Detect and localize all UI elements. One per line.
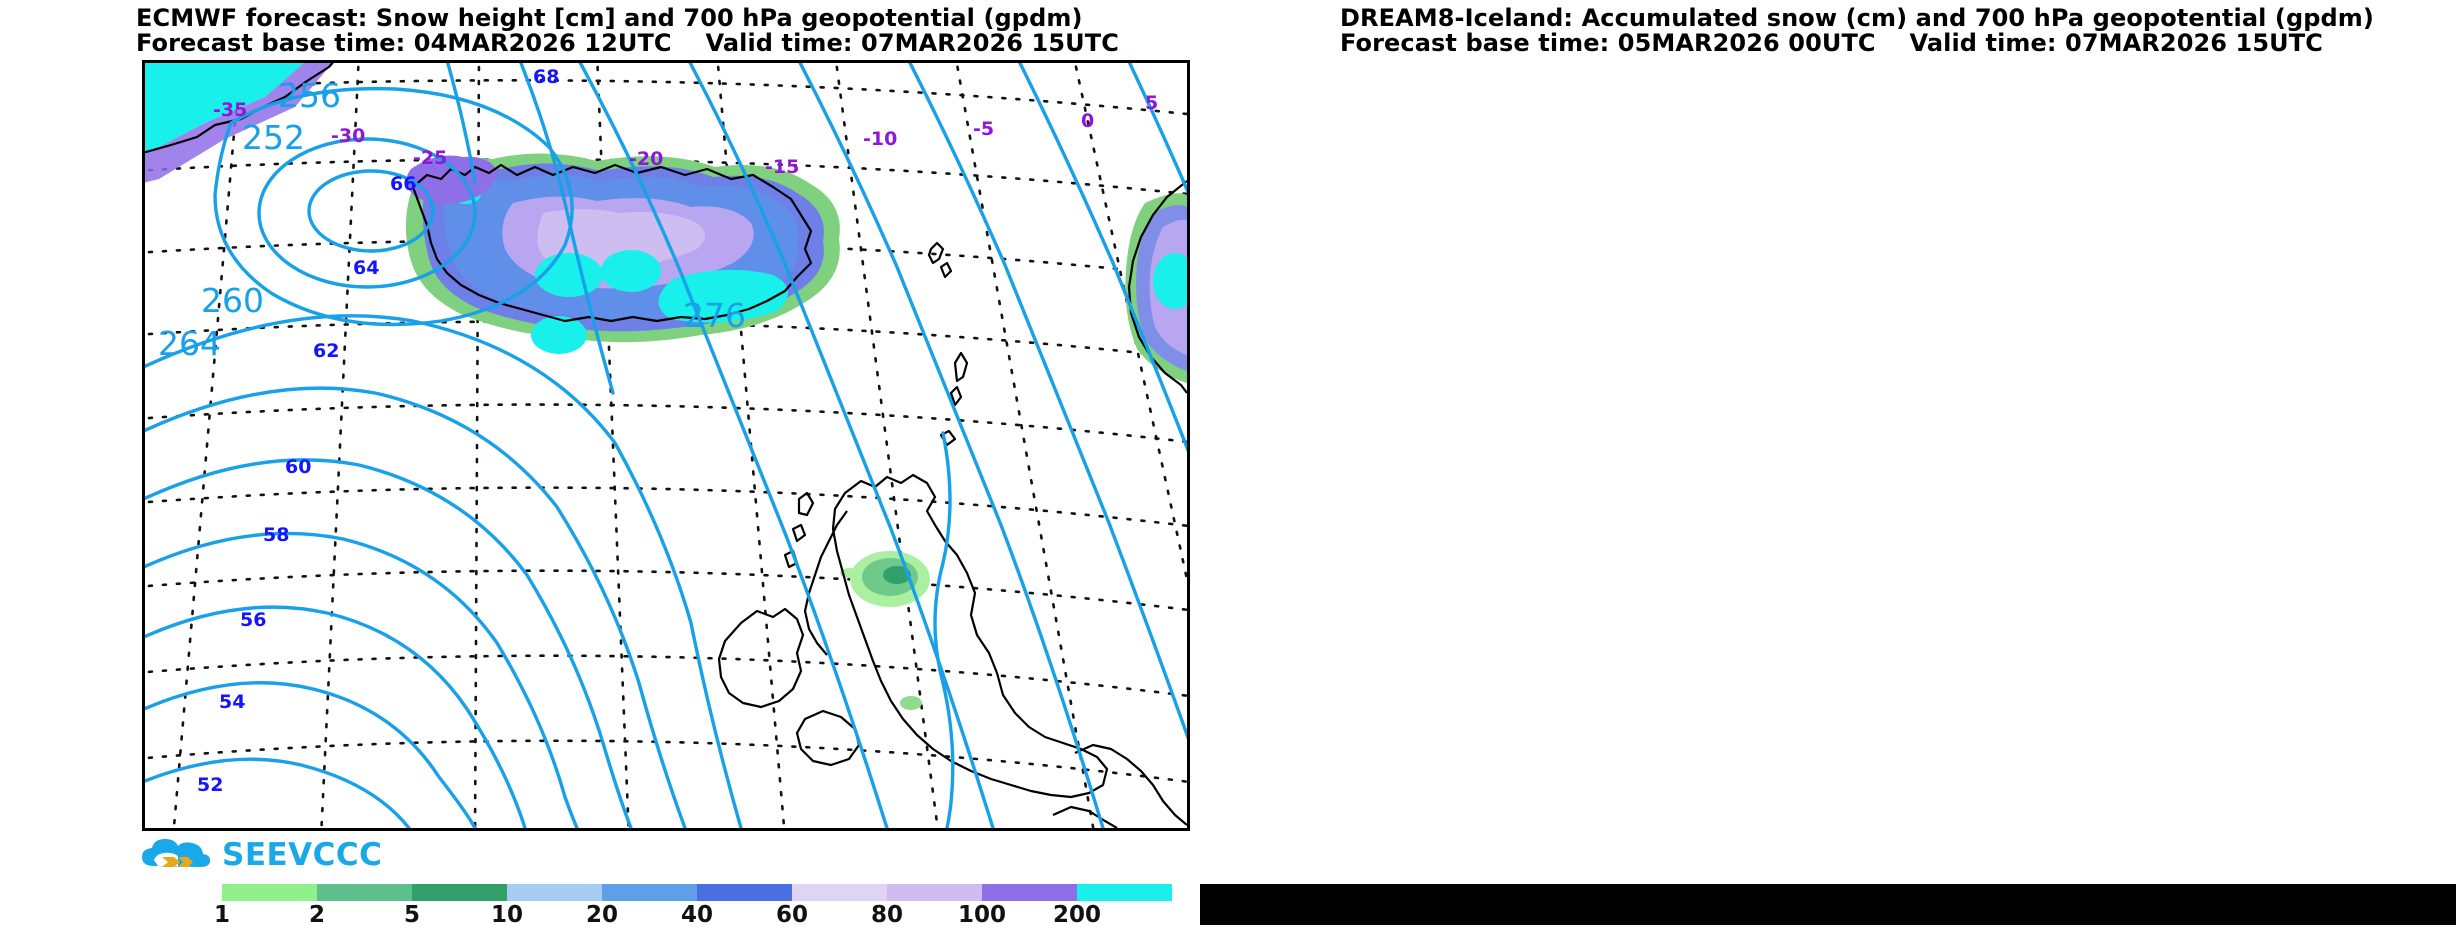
seevccc-logo-left: SEEVCCC [140,836,382,874]
colorbar-tick-2: 2 [308,902,326,928]
lat-label-56: 56 [240,609,266,631]
panel-dream8-titles: DREAM8-Iceland: Accumulated snow (cm) an… [1228,6,2456,58]
colorbar-tick-20: 20 [585,902,619,928]
colorbar-cell-40 [697,884,792,901]
panel-ecmwf-titles: ECMWF forecast: Snow height [cm] and 700… [0,6,1228,58]
lon-label--10: -10 [863,128,897,150]
colorbar-cell-20 [602,884,697,901]
colorbar-tick-1: 1 [213,902,231,928]
lat-label-54: 54 [219,691,245,713]
colorbar-ticks: 1 2 5 10 20 40 60 80 100 200 [214,901,1172,928]
colorbar-tick-80: 80 [870,902,904,928]
contour-label-256: 256 [278,76,341,115]
snow-colorbar[interactable]: 1 2 5 10 20 40 60 80 100 200 [214,884,1172,928]
map-ecmwf[interactable]: 256 252 260 264 276 68 66 64 62 60 58 [142,60,1190,831]
lat-label-66: 66 [390,173,416,195]
colorbar-tick-40: 40 [680,902,714,928]
colorbar-tick-200: 200 [1052,902,1102,928]
lat-label-64: 64 [353,257,379,279]
cloud-icon [142,839,211,867]
colorbar-cell-1 [222,884,317,901]
colorbar-cell-60 [792,884,887,901]
lon-label--20: -20 [629,148,663,170]
colorbar-cell-10 [507,884,602,901]
panel-dream8-title-line2: Forecast base time: 05MAR2026 00UTC Vali… [1340,29,2323,57]
lon-label-5: 5 [1145,92,1158,114]
contour-label-264: 264 [158,324,221,363]
panel-ecmwf: ECMWF forecast: Snow height [cm] and 700… [0,0,1228,925]
colorbar-tick-10: 10 [490,902,524,928]
latitude-labels: 68 66 64 62 60 58 56 54 52 50 [197,66,559,796]
panel-dream8: DREAM8-Iceland: Accumulated snow (cm) an… [1228,0,2456,925]
colorbar-tick-60: 60 [775,902,809,928]
colorbar-cell-80 [887,884,982,901]
colorbar-strip [222,884,1172,901]
lat-label-52: 52 [197,774,223,796]
lat-label-62: 62 [313,340,339,362]
colorbar-tick-100: 100 [957,902,1007,928]
contour-label-260: 260 [201,281,264,320]
lon-label-0: 0 [1081,110,1094,132]
logo-text-left: SEEVCCC [222,837,383,873]
panel-dream8-title-line1: DREAM8-Iceland: Accumulated snow (cm) an… [1340,4,2374,32]
lon-label--35: -35 [213,99,247,121]
colorbar-tick-5: 5 [403,902,421,928]
colorbar-cell-5 [412,884,507,901]
contour-label-276: 276 [683,296,746,335]
panel-ecmwf-title-line2: Forecast base time: 04MAR2026 12UTC Vali… [136,29,1119,57]
map-ecmwf-canvas: 256 252 260 264 276 68 66 64 62 60 58 [145,63,1187,828]
colorbar-cell-2 [317,884,412,901]
lon-label--30: -30 [331,125,365,147]
lon-label--5: -5 [973,118,994,140]
lon-label--25: -25 [413,147,447,169]
lat-label-58: 58 [263,524,289,546]
longitude-labels: -35 -30 -25 -20 -15 -10 -5 0 5 [213,92,1158,178]
contour-label-252: 252 [242,118,305,157]
geopotential-contours [145,63,1187,828]
bottom-black-bar [1200,884,2456,925]
contour-value-labels: 256 252 260 264 276 [158,76,746,363]
colorbar-cell-100 [982,884,1077,901]
lat-label-60: 60 [285,456,311,478]
lon-label--15: -15 [765,156,799,178]
lat-label-68: 68 [533,66,559,88]
colorbar-cell-200 [1077,884,1172,901]
panel-ecmwf-title-line1: ECMWF forecast: Snow height [cm] and 700… [136,4,1083,32]
snow-greenland [145,63,333,183]
